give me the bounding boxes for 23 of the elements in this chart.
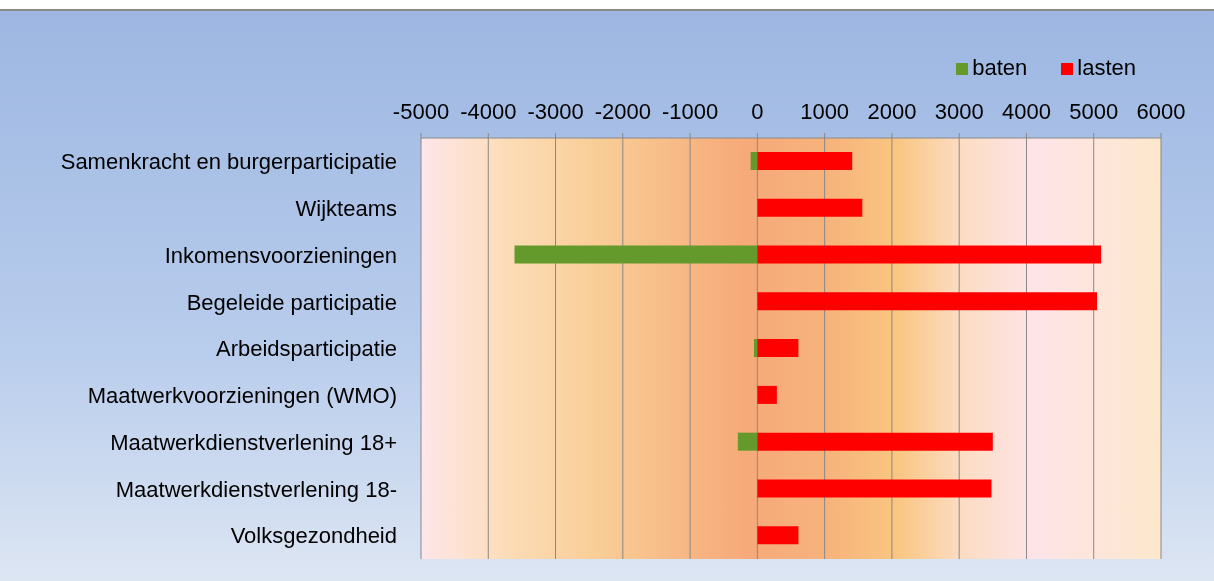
x-tick-label: 4000 [1001,99,1051,124]
legend-label: baten [972,55,1029,80]
x-tick-label: -4000 [460,99,517,124]
x-tick-label: -2000 [594,99,651,124]
y-tick-label: Samenkracht en burgerparticipatie [60,149,397,175]
legend-label: lasten [1077,55,1136,80]
y-tick-label: Maatwerkdienstverlening 18+ [110,429,397,455]
x-tick-label: 6000 [1136,99,1186,124]
x-tick-label: 3000 [934,99,984,124]
y-tick-label: Volksgezondheid [230,523,397,549]
y-tick-label: Inkomensvoorzieningen [164,242,397,268]
y-tick-label: Arbeidsparticipatie [216,336,397,362]
x-tick-label: -1000 [661,99,719,124]
x-tick-label: 0 [751,99,764,124]
x-tick-label: -5000 [392,99,450,124]
x-tick-label: 1000 [800,99,850,124]
y-tick-label: Wijkteams [295,195,397,221]
x-tick-label: 5000 [1069,99,1119,124]
x-tick-label: 2000 [867,99,917,124]
y-tick-label: Maatwerkdienstverlening 18- [115,476,397,502]
x-tick-label: -3000 [527,99,584,124]
y-tick-label: Begeleide participatie [186,289,397,315]
y-tick-label: Maatwerkvoorzieningen (WMO) [87,383,397,409]
